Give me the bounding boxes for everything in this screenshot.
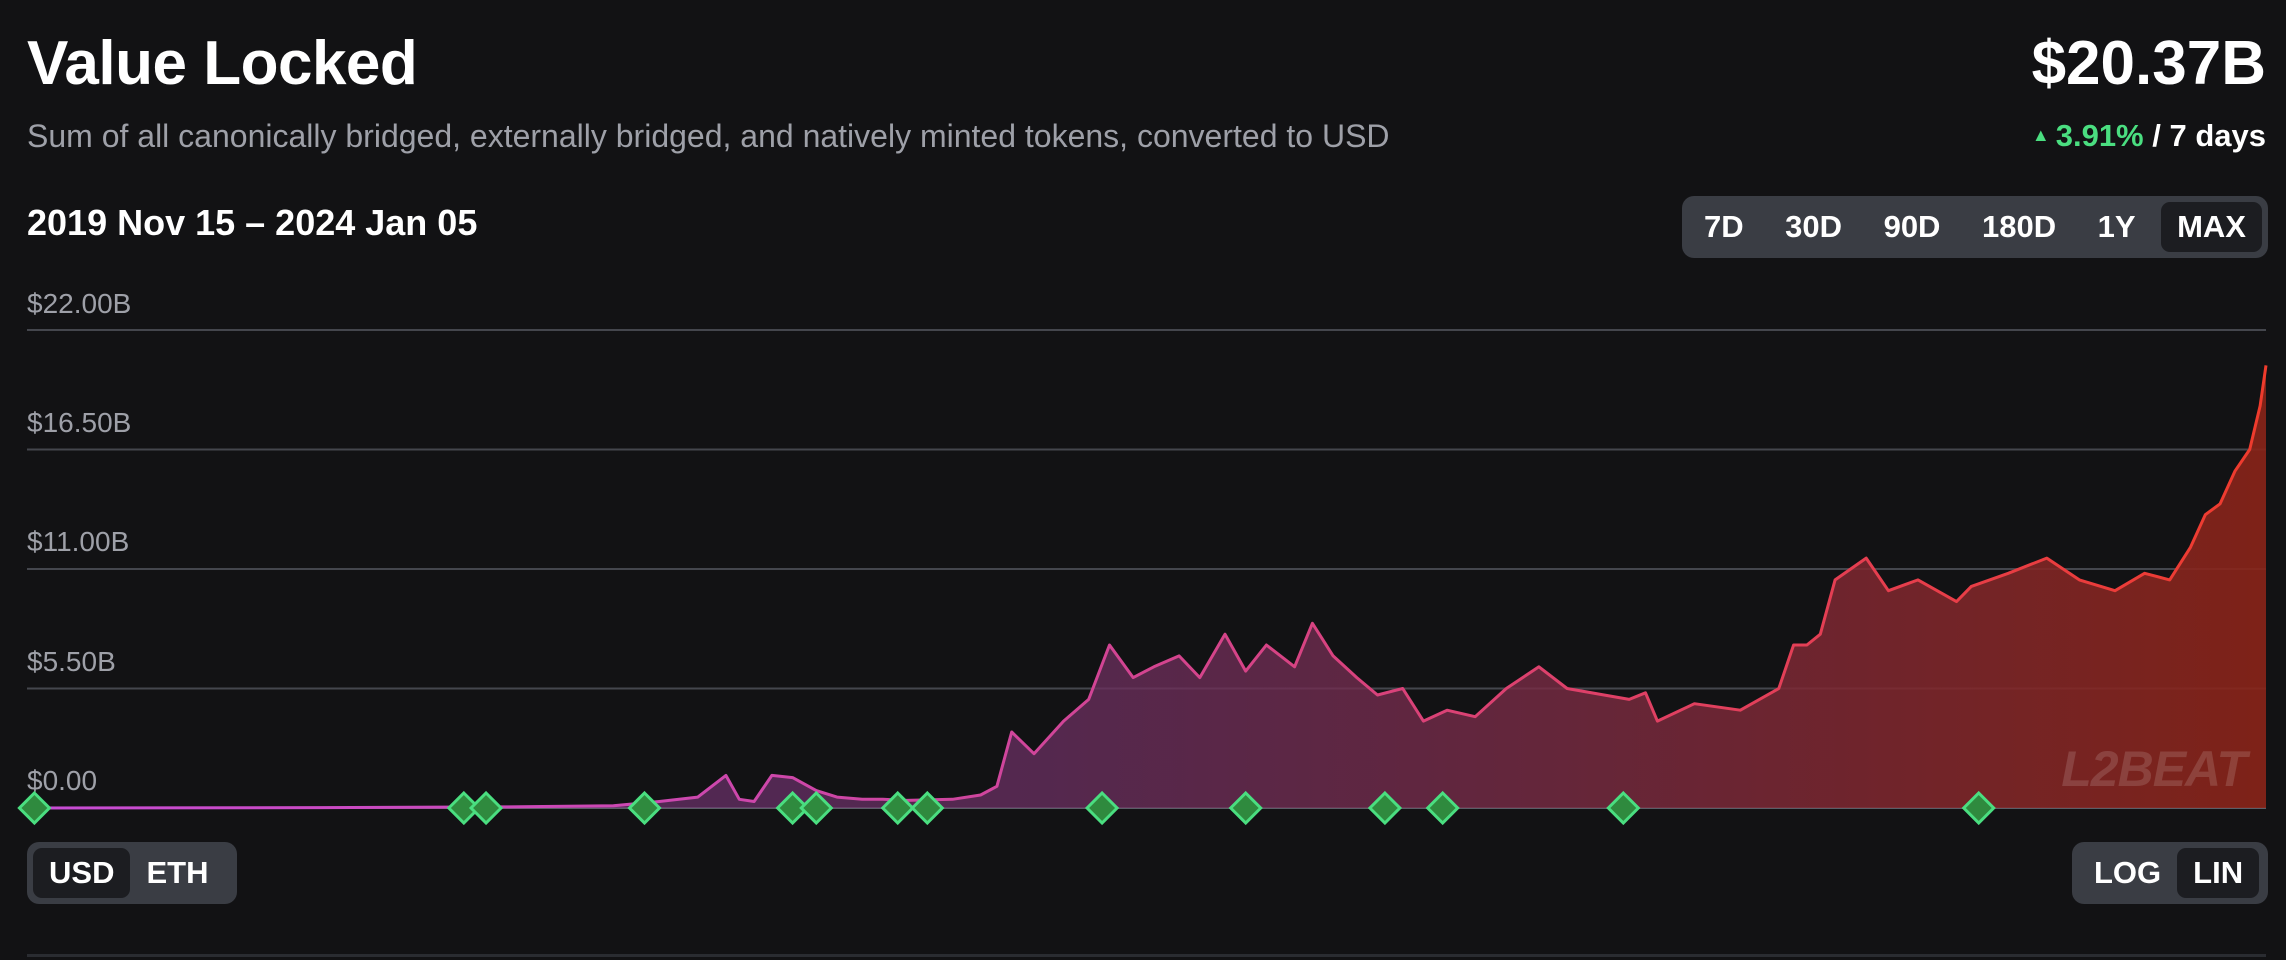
milestone-marker[interactable] <box>799 790 834 826</box>
date-range: 2019 Nov 15 – 2024 Jan 05 <box>27 202 478 243</box>
scale-log-button[interactable]: LOG <box>2094 855 2162 890</box>
currency-toggle: USD ETH <box>27 842 237 904</box>
milestone-marker[interactable] <box>1606 790 1641 826</box>
period-7d-button[interactable]: 7D <box>1704 209 1744 244</box>
milestone-marker[interactable] <box>627 790 662 826</box>
page-subtitle: Sum of all canonically bridged, external… <box>27 118 1390 154</box>
period-90d-button[interactable]: 90D <box>1883 209 1941 244</box>
weekly-change: ▲ 3.91% / 7 days <box>2032 118 2266 154</box>
milestone-marker[interactable] <box>1367 790 1403 826</box>
milestone-marker[interactable] <box>1084 790 1120 826</box>
milestone-marker[interactable] <box>468 790 504 826</box>
milestone-marker[interactable] <box>910 790 945 826</box>
milestone-marker[interactable] <box>1425 790 1460 826</box>
value-line <box>26 365 2268 810</box>
milestone-marker[interactable] <box>17 790 52 826</box>
total-value: $20.37B <box>2031 29 2266 98</box>
change-period: / 7 days <box>2152 118 2266 153</box>
divider <box>27 954 2266 957</box>
period-max-button[interactable]: MAX <box>2161 202 2262 252</box>
triangle-up-icon: ▲ <box>2031 125 2050 145</box>
milestone-marker[interactable] <box>1961 790 1996 826</box>
period-180d-button[interactable]: 180D <box>1981 209 2057 244</box>
page-title: Value Locked <box>27 29 418 98</box>
currency-usd-button[interactable]: USD <box>33 848 131 898</box>
y-tick-label: $0.00 <box>27 765 98 796</box>
milestone-marker[interactable] <box>446 790 481 826</box>
y-tick-label: $5.50B <box>27 646 116 677</box>
change-percent: 3.91% <box>2055 118 2144 153</box>
milestone-marker[interactable] <box>1228 790 1263 826</box>
y-tick-label: $22.00B <box>27 288 132 319</box>
y-tick-label: $16.50B <box>27 407 132 438</box>
scale-toggle: LOG LIN <box>2072 842 2268 904</box>
period-30d-button[interactable]: 30D <box>1785 209 1843 244</box>
y-tick-label: $11.00B <box>27 526 130 557</box>
scale-lin-button[interactable]: LIN <box>2177 848 2260 898</box>
period-selector: 7D 30D 90D 180D 1Y MAX <box>1682 196 2268 258</box>
milestone-marker[interactable] <box>880 790 915 826</box>
period-1y-button[interactable]: 1Y <box>2097 209 2136 244</box>
value-area <box>27 365 2266 808</box>
l2beat-watermark: L2BEAT <box>2061 741 2247 797</box>
currency-eth-button[interactable]: ETH <box>146 855 209 890</box>
value-locked-chart[interactable] <box>0 0 2286 840</box>
milestone-marker[interactable] <box>775 790 810 826</box>
